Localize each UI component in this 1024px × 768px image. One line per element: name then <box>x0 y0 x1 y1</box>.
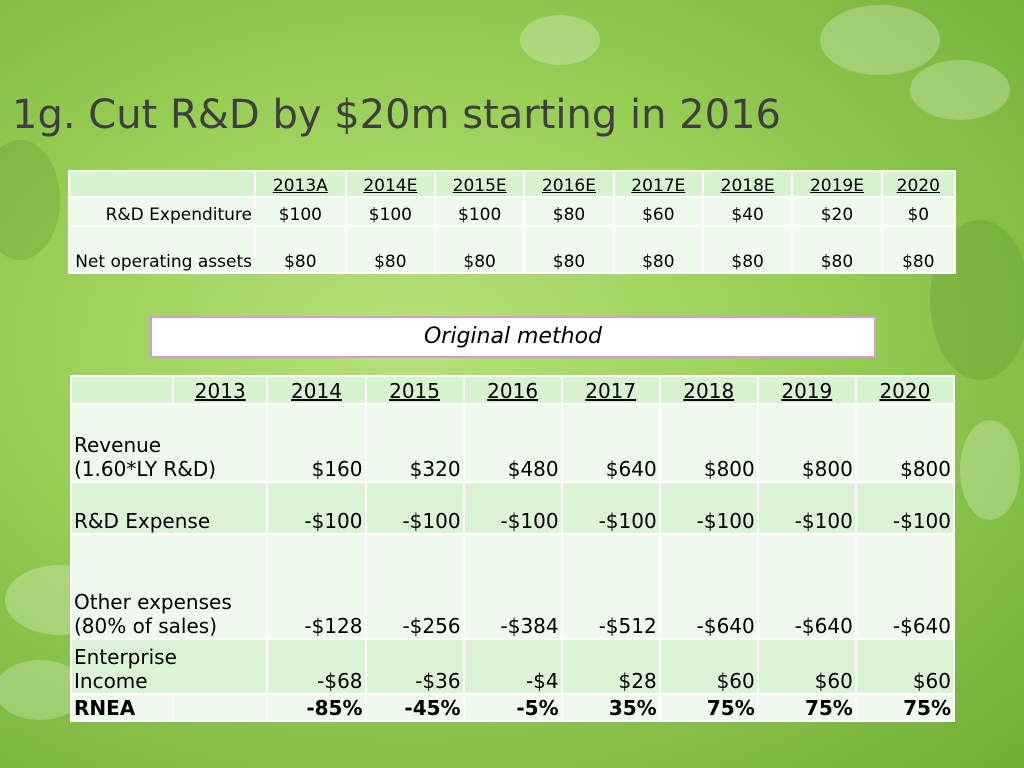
header-cell: 2017 <box>560 375 661 405</box>
empty-cell <box>171 693 269 722</box>
butterfly-wing <box>0 660 85 720</box>
header-cell: 2016 <box>462 375 563 405</box>
cell: -$100 <box>266 481 367 535</box>
header-cell: 2013A <box>254 170 347 198</box>
cell: $80 <box>433 225 526 274</box>
method-label: Original method <box>150 316 876 358</box>
cell: $80 <box>344 225 436 274</box>
cell: $800 <box>756 403 857 483</box>
cell: $640 <box>560 403 661 483</box>
header-cell: 2020 <box>854 375 956 405</box>
cell: -$640 <box>854 533 956 640</box>
cell: $20 <box>791 196 883 227</box>
cell: $160 <box>266 403 367 483</box>
cell: $100 <box>433 196 526 227</box>
row-label: RNEA <box>70 693 174 722</box>
row-label: Other expenses (80% of sales) <box>69 533 269 640</box>
cell: 75% <box>756 693 857 722</box>
row-label: Revenue (1.60*LY R&D) <box>69 403 269 483</box>
cell: -$100 <box>364 481 465 535</box>
row-label: R&D Expense <box>69 481 269 535</box>
header-row: 2013A 2014E 2015E 2016E 2017E 2018E 2019E 2020 <box>68 170 957 198</box>
header-cell: 2016E <box>523 170 615 198</box>
header-cell: 2015 <box>364 375 465 405</box>
cell: $320 <box>364 403 465 483</box>
row-label: Enterprise Income <box>69 638 269 695</box>
cell: $100 <box>254 196 347 227</box>
cell: -$100 <box>658 481 759 535</box>
cell: 75% <box>658 693 759 722</box>
butterfly-shadow <box>0 140 60 260</box>
cell: 35% <box>560 693 661 722</box>
cell: $28 <box>560 638 661 695</box>
cell: $80 <box>523 225 615 274</box>
cell: $40 <box>701 196 794 227</box>
cell: $60 <box>658 638 759 695</box>
data-row: Other expenses (80% of sales) -$128 -$256-… <box>69 533 956 640</box>
header-cell: 2015E <box>433 170 526 198</box>
cell: $60 <box>756 638 857 695</box>
data-row: R&D Expense -$100 -$100 -$100 -$100 -$100 -$10… <box>69 481 956 535</box>
cell: -$100 <box>560 481 661 535</box>
cell: -$640 <box>756 533 857 640</box>
butterfly-wing <box>520 15 600 65</box>
header-cell: 2020 <box>880 170 957 198</box>
cell: -$512 <box>560 533 661 640</box>
row-label: R&D Expenditure <box>68 196 256 227</box>
data-row: R&D Expenditure $100 $100 $100 $80 $60 $40 $20 $… <box>68 196 957 227</box>
header-cell: 2014E <box>344 170 436 198</box>
cell: $80 <box>880 225 957 274</box>
cell: $80 <box>701 225 794 274</box>
cell: 75% <box>854 693 956 722</box>
cell: $100 <box>344 196 436 227</box>
cell: $800 <box>658 403 759 483</box>
cell: -$100 <box>756 481 857 535</box>
cell: -$100 <box>462 481 563 535</box>
data-row: Net operating assets $80 $80 $80 $80 $80 $80 $8… <box>68 225 957 274</box>
cell: -$128 <box>266 533 367 640</box>
slide-title: 1g. Cut R&D by $20m starting in 2016 <box>12 92 781 138</box>
header-row: 2013 2014 2015 2016 2017 2018 2019 2020 <box>70 375 956 405</box>
cell: -$100 <box>854 481 956 535</box>
cell: -$384 <box>462 533 563 640</box>
header-cell: 2019E <box>791 170 883 198</box>
header-cell: 2017E <box>612 170 704 198</box>
row-label: Net operating assets <box>68 225 256 274</box>
butterfly-wing <box>960 420 1020 520</box>
data-row: Enterprise Income -$68 -$36 -$4 $28 $60 $60 $60 <box>69 638 956 695</box>
cell: $60 <box>612 196 704 227</box>
cell: -$640 <box>658 533 759 640</box>
data-row: Revenue (1.60*LY R&D) $160 $320 $480 $640 $80… <box>69 403 956 483</box>
header-cell: 2018 <box>658 375 759 405</box>
cell: -45% <box>364 693 465 722</box>
empty-cell <box>68 170 256 198</box>
cell: $80 <box>791 225 883 274</box>
cell: -$256 <box>364 533 465 640</box>
cell: $80 <box>254 225 347 274</box>
original-method-table: 2013 2014 2015 2016 2017 2018 2019 2020 Revenue … <box>69 375 956 722</box>
header-cell: 2019 <box>756 375 857 405</box>
cell: $800 <box>854 403 956 483</box>
cell: -$68 <box>266 638 367 695</box>
butterfly-wing <box>820 5 940 75</box>
cell: -85% <box>266 693 367 722</box>
empty-cell <box>70 375 174 405</box>
cell: -$36 <box>364 638 465 695</box>
header-cell: 2013 <box>171 375 269 405</box>
header-cell: 2014 <box>266 375 367 405</box>
butterfly-wing <box>910 60 1010 120</box>
cell: -$4 <box>462 638 563 695</box>
cell: $80 <box>612 225 704 274</box>
cell: $60 <box>854 638 956 695</box>
cell: -5% <box>462 693 563 722</box>
header-cell: 2018E <box>701 170 794 198</box>
cell: $480 <box>462 403 563 483</box>
cell: $0 <box>880 196 957 227</box>
expenditure-table: 2013A 2014E 2015E 2016E 2017E 2018E 2019E 2020 R… <box>68 170 957 274</box>
cell: $80 <box>523 196 615 227</box>
data-row: RNEA -85% -45% -5% 35% 75% 75% 75% <box>70 693 956 722</box>
